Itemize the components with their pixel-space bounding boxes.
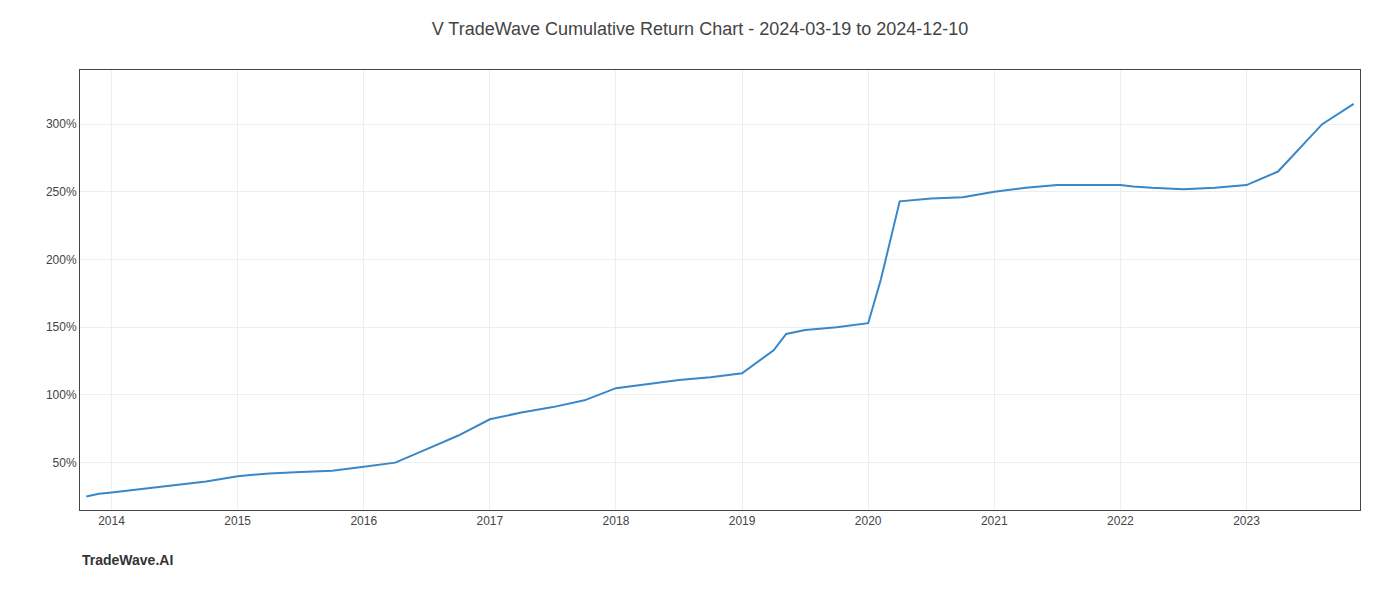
svg-text:2019: 2019 [729, 514, 756, 528]
svg-text:2020: 2020 [855, 514, 882, 528]
svg-text:100%: 100% [46, 388, 77, 402]
svg-text:V TradeWave Cumulative Return: V TradeWave Cumulative Return Chart - 20… [432, 19, 969, 39]
svg-text:2023: 2023 [1233, 514, 1260, 528]
svg-text:200%: 200% [46, 253, 77, 267]
svg-text:2014: 2014 [98, 514, 125, 528]
svg-text:2016: 2016 [350, 514, 377, 528]
svg-text:2018: 2018 [603, 514, 630, 528]
svg-text:300%: 300% [46, 117, 77, 131]
svg-text:2021: 2021 [981, 514, 1008, 528]
svg-text:2017: 2017 [476, 514, 503, 528]
svg-text:TradeWave.AI: TradeWave.AI [82, 552, 173, 568]
svg-text:2015: 2015 [224, 514, 251, 528]
svg-text:150%: 150% [46, 320, 77, 334]
svg-text:50%: 50% [53, 456, 77, 470]
svg-text:250%: 250% [46, 185, 77, 199]
svg-text:2022: 2022 [1107, 514, 1134, 528]
